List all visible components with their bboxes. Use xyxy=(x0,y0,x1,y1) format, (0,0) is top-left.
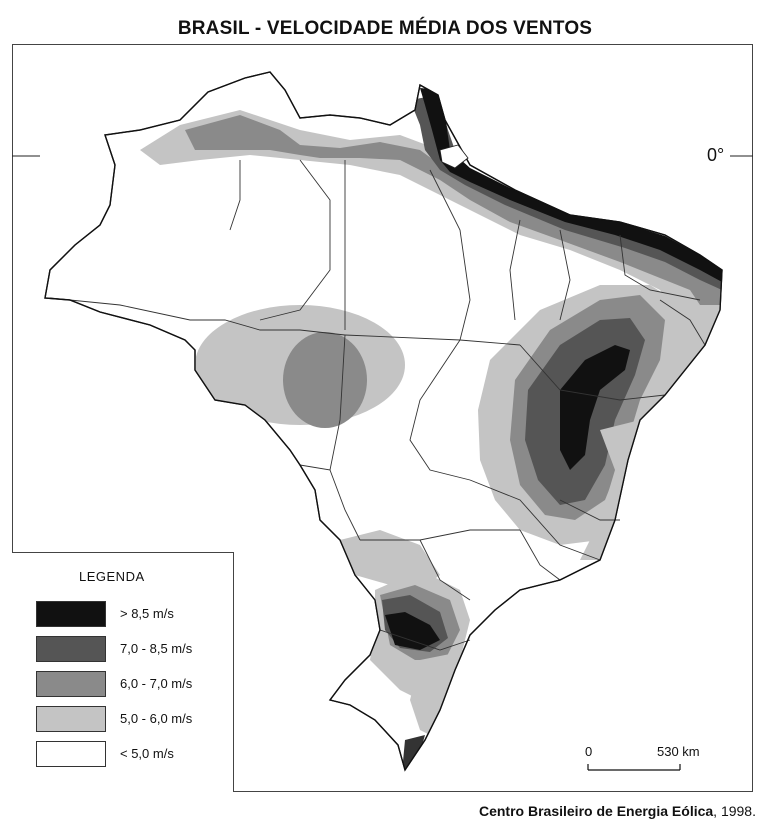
legend-label: < 5,0 m/s xyxy=(120,746,174,761)
zone-south-black xyxy=(385,612,440,650)
legend-label: 5,0 - 6,0 m/s xyxy=(120,711,193,726)
legend-item-6-7: 6,0 - 7,0 m/s xyxy=(36,671,226,699)
legend-label: 7,0 - 8,5 m/s xyxy=(120,641,193,656)
zone-far-south-dark xyxy=(402,735,425,770)
zone-center-west-mid xyxy=(283,332,367,428)
legend-item-gt-8-5: > 8,5 m/s xyxy=(36,601,226,629)
equator-label: 0° xyxy=(707,145,725,165)
marajo-island xyxy=(439,144,469,169)
legend-item-lt-5: < 5,0 m/s xyxy=(36,741,226,769)
legend: LEGENDA > 8,5 m/s 7,0 - 8,5 m/s 6,0 - 7,… xyxy=(12,552,234,792)
legend-item-7-8-5: 7,0 - 8,5 m/s xyxy=(36,636,226,664)
zone-north-mid xyxy=(185,115,722,305)
legend-swatch xyxy=(36,741,106,767)
source-year: , 1998. xyxy=(713,803,756,819)
zone-bahia-black xyxy=(560,345,630,470)
legend-swatch xyxy=(36,601,106,627)
source-credit: Centro Brasileiro de Energia Eólica, 199… xyxy=(479,803,756,819)
legend-label: > 8,5 m/s xyxy=(120,606,174,621)
state-borders xyxy=(49,159,706,651)
legend-title: LEGENDA xyxy=(79,569,145,584)
source-name: Centro Brasileiro de Energia Eólica xyxy=(478,803,714,819)
legend-swatch xyxy=(36,636,106,662)
legend-label: 6,0 - 7,0 m/s xyxy=(120,676,193,691)
legend-swatch xyxy=(36,706,106,732)
map-title: BRASIL - VELOCIDADE MÉDIA DOS VENTOS xyxy=(177,18,593,39)
scale-bar xyxy=(587,764,681,771)
scale-start-label: 0 xyxy=(585,744,593,759)
legend-item-5-6: 5,0 - 6,0 m/s xyxy=(36,706,226,734)
legend-swatch xyxy=(36,671,106,697)
zone-southeast-light xyxy=(580,420,645,560)
zone-north-black xyxy=(420,88,722,282)
scale-end-label: 530 km xyxy=(657,744,700,759)
brazil-outline xyxy=(44,71,723,772)
